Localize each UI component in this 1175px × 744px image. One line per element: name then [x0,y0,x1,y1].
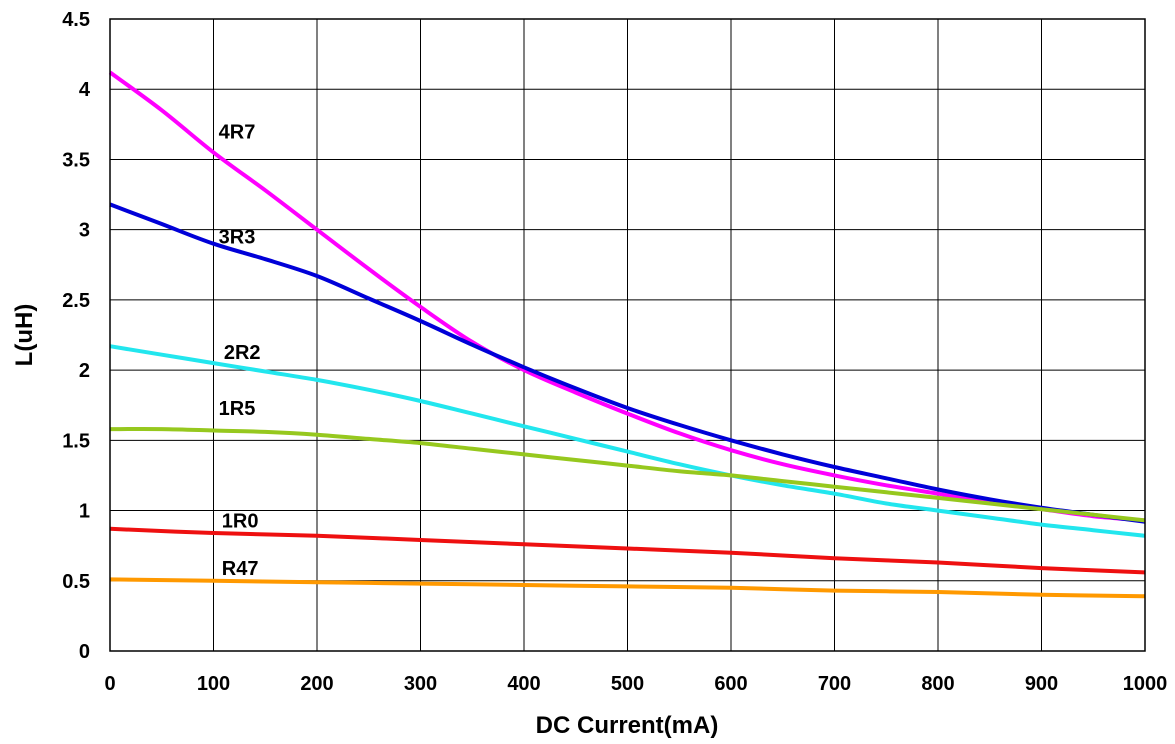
x-tick-label: 500 [611,673,644,695]
y-axis-title: L(uH) [11,304,38,367]
y-tick-label: 2 [79,360,90,382]
y-tick-label: 3 [79,220,90,242]
y-tick-label: 0.5 [62,571,90,593]
y-tick-label: 1 [79,501,90,523]
y-tick-label: 1.5 [62,430,90,452]
series-label-3r3: 3R3 [219,227,256,249]
series-label-2r2: 2R2 [224,342,261,364]
x-tick-label: 1000 [1123,673,1168,695]
y-tick-label: 2.5 [62,290,90,312]
x-tick-label: 0 [104,673,115,695]
series-line-r47 [109,577,1146,599]
series-labels: 4R7 3R3 2R2 1R5 1R0 R47 [219,121,261,580]
series-lines [108,70,1146,599]
x-tick-label: 400 [507,673,540,695]
plot-frame [109,18,1146,652]
y-tick-label: 4 [79,79,91,101]
series-label-4r7: 4R7 [219,121,256,143]
series-label-r47: R47 [222,558,259,580]
series-label-1r5: 1R5 [219,398,256,420]
x-tick-labels: 0 100 200 300 400 500 600 700 800 900 1000 [104,673,1167,695]
series-line-1r5 [109,427,1146,523]
y-tick-label: 3.5 [62,149,90,171]
x-tick-label: 700 [818,673,851,695]
grid [109,18,1146,652]
y-tick-label: 0 [79,641,90,663]
x-tick-label: 300 [404,673,437,695]
series-line-1r0 [109,526,1146,575]
series-line-4r7 [108,70,1146,523]
x-tick-label: 100 [197,673,230,695]
x-axis-title: DC Current(mA) [536,712,719,739]
y-tick-label: 4.5 [62,9,90,31]
x-tick-label: 600 [714,673,747,695]
series-label-1r0: 1R0 [222,510,259,532]
x-tick-label: 200 [300,673,333,695]
series-line-2r2 [109,344,1146,538]
y-tick-labels: 0 0.5 1 1.5 2 2.5 3 3.5 4 4.5 [62,9,91,663]
x-tick-label: 800 [921,673,954,695]
x-tick-label: 900 [1025,673,1058,695]
series-line-3r3 [109,202,1146,524]
